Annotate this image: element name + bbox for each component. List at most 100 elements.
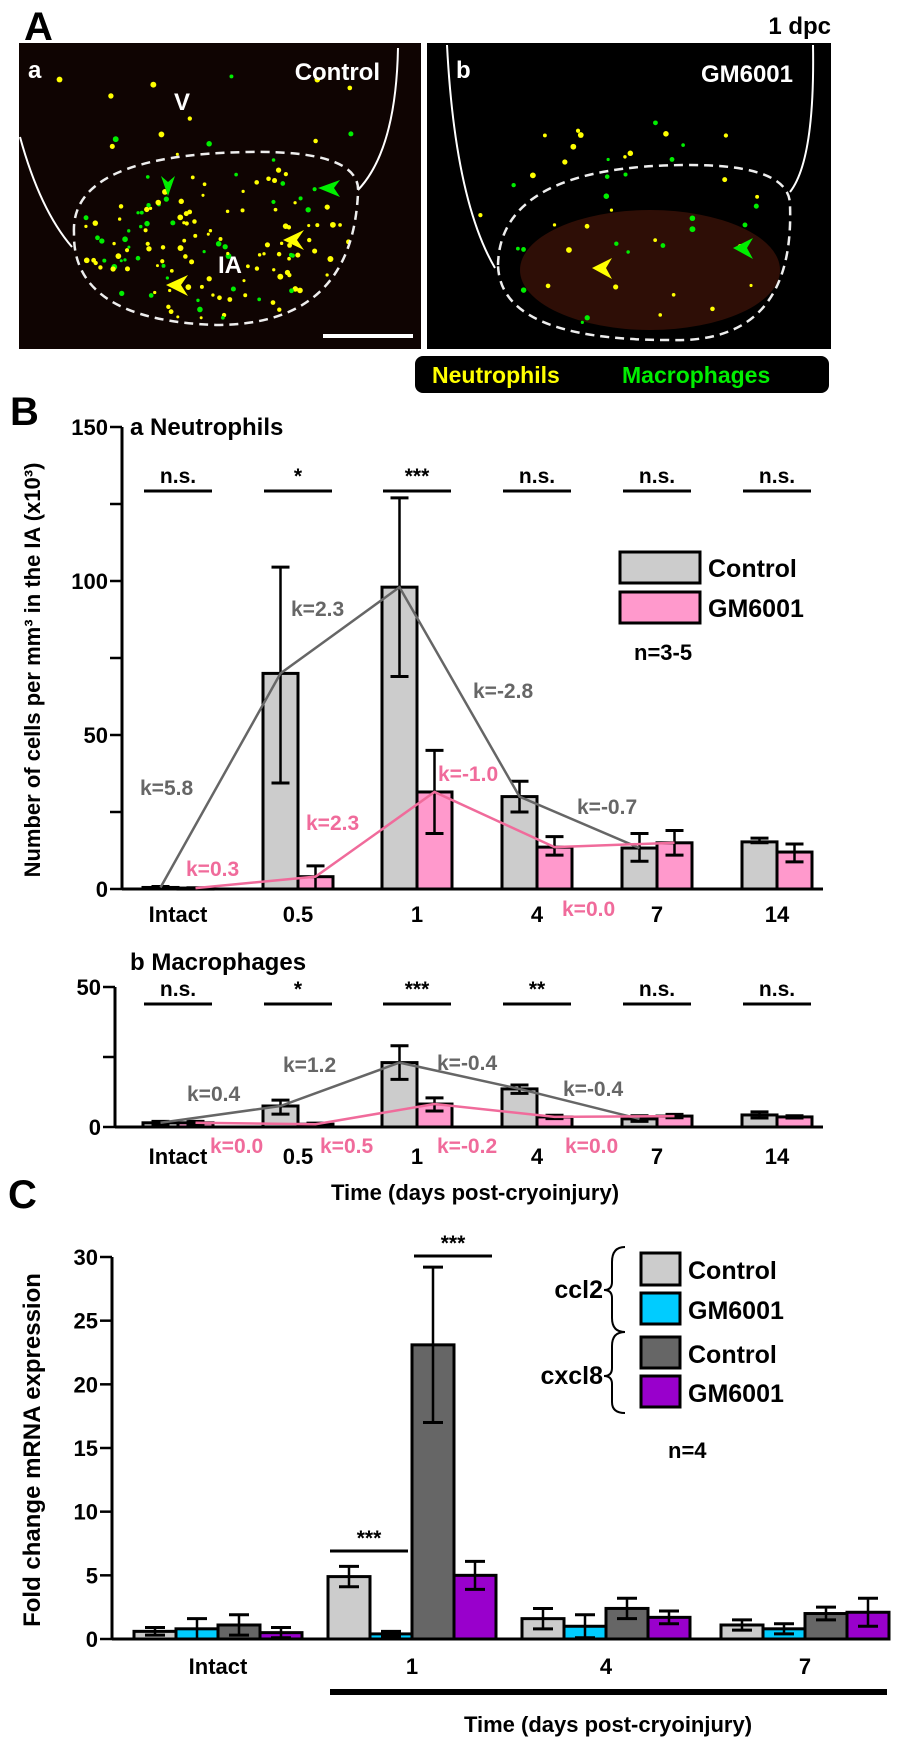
cell-dot xyxy=(234,172,238,177)
cell-dot xyxy=(623,155,627,159)
cell-dot xyxy=(160,245,166,250)
cell-dot xyxy=(124,248,130,253)
cell-dot xyxy=(229,74,234,79)
cell-dot xyxy=(257,297,262,302)
cell-dot xyxy=(284,269,291,276)
significance-label: ** xyxy=(529,978,546,1001)
cell-dot xyxy=(192,219,197,224)
cell-dot xyxy=(102,258,107,263)
cell-dot xyxy=(273,207,278,212)
cell-dot xyxy=(169,268,174,273)
legend-swatch-ccl2-gm6001 xyxy=(639,1291,682,1326)
cell-dot xyxy=(155,264,159,268)
slope-label-gm6001: k=0.3 xyxy=(186,858,239,881)
cell-dot xyxy=(160,259,165,264)
cell-dot xyxy=(225,209,230,214)
cell-dot xyxy=(289,288,294,294)
cell-dot xyxy=(287,256,291,261)
cell-dot xyxy=(313,138,318,144)
cell-dot xyxy=(136,211,140,215)
cell-dot xyxy=(193,233,198,238)
cell-dot xyxy=(742,222,748,228)
cell-dot xyxy=(614,241,619,246)
cell-dot xyxy=(119,290,125,297)
micrograph-letter: a xyxy=(28,57,42,84)
cell-dot xyxy=(199,316,203,320)
x-tick-label: 0.5 xyxy=(283,902,314,927)
cell-dot xyxy=(145,241,150,246)
significance-label: n.s. xyxy=(519,465,555,488)
cell-dot xyxy=(663,131,669,137)
condition-label: GM6001 xyxy=(701,61,793,88)
y-axis-title: Number of cells per mm³ in the IA (x10³) xyxy=(20,463,45,878)
cell-dot xyxy=(161,263,166,268)
cell-dot xyxy=(127,245,131,249)
legend-gene-cxcl8: cxcl8 xyxy=(540,1362,603,1390)
cell-dot xyxy=(185,284,192,290)
cell-dot xyxy=(199,284,204,289)
cell-dot xyxy=(653,238,658,242)
slope-label-gm6001: k=0.0 xyxy=(562,898,615,921)
panel-c: C Fold change mRNA expression Time (days… xyxy=(8,1173,891,1737)
cell-dot xyxy=(279,241,284,246)
cell-dot xyxy=(95,235,100,241)
slope-label-gm6001: k=0.0 xyxy=(565,1135,618,1158)
cell-dot xyxy=(241,189,245,194)
injury-area-label: IA xyxy=(218,252,242,279)
cell-dot xyxy=(108,93,114,99)
cell-dot xyxy=(165,276,169,280)
x-tick-label: 1 xyxy=(411,902,423,927)
cell-dot xyxy=(190,175,195,180)
sample-size: n=3-5 xyxy=(634,640,692,665)
legend-swatch-cxcl8-control xyxy=(639,1335,682,1370)
significance-label: n.s. xyxy=(160,978,196,1001)
x-axis-title: Time (days post-cryoinjury) xyxy=(464,1712,752,1737)
cell-dot xyxy=(182,221,186,225)
slope-label-gm6001: k=-1.0 xyxy=(438,763,498,786)
y-tick-label: 0 xyxy=(96,877,108,902)
bar-cxcl8-gm6001-1 xyxy=(452,1573,498,1641)
cell-dot xyxy=(183,254,188,259)
cell-dot xyxy=(109,143,115,149)
cell-dot xyxy=(520,287,527,293)
trend-line-gm6001 xyxy=(195,1102,675,1126)
cell-dot xyxy=(178,198,184,205)
cell-dot xyxy=(146,246,152,252)
cell-dot xyxy=(722,177,728,183)
cell-dot xyxy=(266,176,271,182)
cell-dot xyxy=(110,266,116,272)
cell-dot xyxy=(613,284,619,290)
cell-dot xyxy=(240,208,245,213)
cell-dot xyxy=(689,215,696,222)
cell-dot xyxy=(122,236,128,243)
macrophage-arrowhead-icon xyxy=(318,180,340,197)
legend-control: Control xyxy=(688,1257,777,1285)
significance-label: * xyxy=(294,465,303,488)
y-tick-label: 50 xyxy=(84,723,108,748)
cell-dot xyxy=(478,212,483,218)
cell-dot xyxy=(276,251,282,257)
cell-dot xyxy=(254,266,260,271)
x-tick-label: Intact xyxy=(149,1144,208,1169)
x-tick-label: 4 xyxy=(531,902,544,927)
cell-dot xyxy=(83,257,90,264)
cell-dot xyxy=(135,255,141,261)
cell-dot xyxy=(277,307,282,312)
cell-dot xyxy=(307,224,311,228)
cell-dot xyxy=(118,204,124,209)
cell-dot xyxy=(153,290,157,295)
cell-dot xyxy=(139,224,143,229)
cell-dot xyxy=(348,131,354,137)
y-tick-label: 0 xyxy=(89,1115,101,1140)
trend-line-control xyxy=(159,585,640,889)
cell-dot xyxy=(206,276,212,282)
x-tick-label: 14 xyxy=(765,902,790,927)
scale-bar xyxy=(323,334,413,338)
cell-dot xyxy=(124,266,130,272)
cell-dot xyxy=(163,196,169,202)
cell-dot xyxy=(314,76,321,83)
cell-dot xyxy=(562,159,568,165)
cell-dot xyxy=(112,241,116,246)
brace-icon xyxy=(603,1331,626,1414)
cell-dot xyxy=(584,223,590,229)
